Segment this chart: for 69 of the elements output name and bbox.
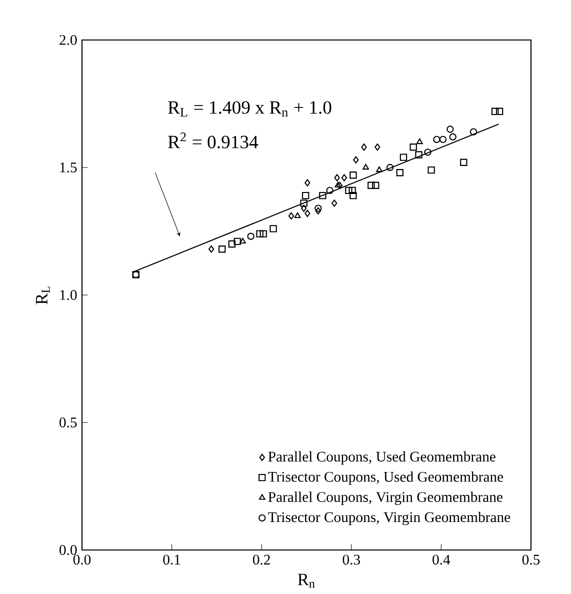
point: [315, 207, 321, 214]
x-tick-label: 0.2: [252, 554, 270, 565]
point: [350, 192, 357, 200]
point: [460, 158, 468, 166]
point: [491, 108, 499, 116]
point: [208, 245, 214, 253]
x-tick-label: 0.3: [342, 554, 360, 565]
point: [228, 240, 236, 248]
y-tick-label: 1.5: [60, 162, 77, 172]
point: [334, 174, 340, 182]
point: [304, 179, 310, 186]
point: [496, 108, 504, 116]
point: [372, 182, 380, 189]
point: [348, 186, 356, 194]
x-tick-label: 0.5: [522, 554, 540, 565]
point: [470, 128, 478, 136]
point: [362, 164, 369, 170]
point: [334, 182, 342, 188]
y-tick-label: 2.0: [60, 35, 77, 45]
point: [449, 133, 456, 141]
point: [400, 154, 408, 161]
point: [240, 238, 246, 244]
point: [374, 144, 380, 151]
legend-label: Parallel Coupons, Virgin Geomembrane: [268, 492, 502, 505]
point: [326, 186, 334, 194]
point: [350, 172, 357, 179]
annotation: R$_{L}$ = 1.409 x R$_{n}$ + 1.0: [168, 101, 332, 116]
point: [368, 182, 375, 189]
legend-label: Trisector Coupons, Used Geomembrane: [268, 471, 504, 485]
point: [386, 164, 394, 172]
legend-label: Trisector Coupons, Virgin Geomembrane: [268, 512, 510, 526]
point: [353, 156, 359, 164]
point: [376, 166, 382, 172]
point: [416, 138, 423, 144]
point: [336, 182, 343, 189]
point: [218, 245, 226, 253]
point: [270, 225, 277, 232]
point: [361, 144, 367, 151]
point: [439, 136, 447, 144]
point: [396, 169, 404, 176]
x-tick-label: 0.4: [432, 554, 450, 565]
y-axis-title: R$_{L}$: [36, 286, 50, 304]
x-tick-label: 0.1: [163, 554, 180, 565]
point: [304, 210, 310, 218]
point: [319, 192, 326, 200]
point: [294, 212, 301, 218]
point: [433, 136, 440, 144]
annotation: R$^{2}$ = 0.9134: [168, 132, 258, 148]
point: [260, 230, 267, 238]
point: [341, 174, 348, 182]
point: [288, 212, 294, 220]
point: [428, 166, 435, 174]
point: [314, 204, 322, 212]
point: [410, 144, 417, 151]
legend-label: Parallel Coupons, Used Geomembrane: [268, 451, 496, 465]
y-tick-label: 1.0: [60, 290, 77, 300]
y-tick-label: 0.5: [60, 418, 77, 428]
point: [300, 204, 307, 212]
x-axis-title: R$_{n}$: [298, 574, 315, 588]
x-tick-label: 0.0: [73, 554, 91, 565]
point: [302, 192, 310, 200]
point: [331, 200, 338, 207]
y-tick-label: 0.0: [60, 545, 77, 555]
point: [300, 200, 308, 207]
point: [234, 238, 241, 246]
point: [424, 148, 432, 156]
point: [345, 186, 352, 194]
point: [415, 151, 422, 158]
point: [446, 126, 454, 133]
